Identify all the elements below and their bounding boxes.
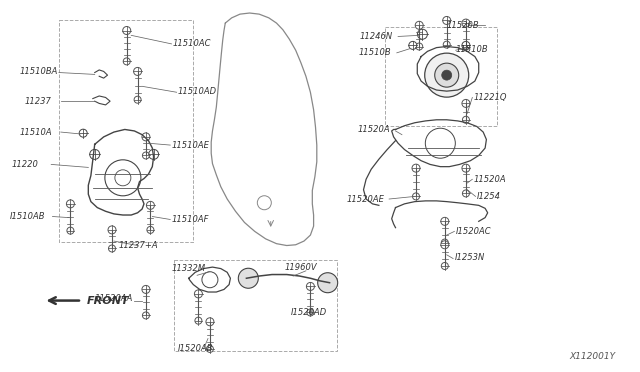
Text: 11510AF: 11510AF (172, 215, 209, 224)
Circle shape (148, 150, 159, 159)
Circle shape (134, 96, 141, 103)
Circle shape (238, 268, 259, 288)
Circle shape (67, 200, 74, 208)
Circle shape (444, 41, 450, 48)
Circle shape (90, 150, 100, 159)
Circle shape (442, 70, 452, 80)
Circle shape (442, 239, 448, 246)
Text: 11520B: 11520B (447, 21, 479, 30)
Circle shape (462, 164, 470, 172)
Circle shape (142, 285, 150, 294)
Bar (174, 260, 337, 351)
Circle shape (435, 63, 459, 87)
Text: FRONT: FRONT (86, 296, 129, 305)
Circle shape (416, 43, 422, 50)
Circle shape (462, 99, 470, 108)
Circle shape (195, 290, 202, 298)
Circle shape (442, 263, 448, 269)
Circle shape (206, 318, 214, 326)
Text: 11510BA: 11510BA (19, 67, 58, 76)
Circle shape (443, 16, 451, 25)
Circle shape (123, 26, 131, 35)
Circle shape (108, 226, 116, 234)
Circle shape (79, 129, 87, 137)
Text: 11520A: 11520A (474, 175, 506, 184)
Text: 11237+A: 11237+A (118, 241, 158, 250)
Circle shape (143, 312, 149, 319)
Bar (385, 27, 497, 126)
Circle shape (307, 309, 314, 316)
Text: 11520AE: 11520AE (347, 195, 385, 203)
Text: I1520AD: I1520AD (291, 308, 328, 317)
Circle shape (463, 116, 469, 123)
Text: 11510AD: 11510AD (178, 87, 217, 96)
Text: 11220: 11220 (12, 160, 38, 169)
Circle shape (425, 53, 468, 97)
Text: 11332M: 11332M (172, 264, 205, 273)
Bar (59, 20, 193, 242)
Circle shape (307, 282, 314, 291)
Circle shape (463, 190, 469, 197)
Text: 11520AA: 11520AA (95, 294, 133, 303)
Circle shape (134, 67, 141, 76)
Circle shape (462, 19, 470, 27)
Circle shape (462, 41, 470, 49)
Text: I1253N: I1253N (454, 253, 484, 262)
Circle shape (415, 21, 423, 29)
Circle shape (412, 164, 420, 172)
Circle shape (441, 217, 449, 225)
Text: 11221Q: 11221Q (474, 93, 507, 102)
Circle shape (147, 201, 154, 209)
Circle shape (195, 317, 202, 324)
Text: I1510AB: I1510AB (10, 212, 45, 221)
Circle shape (317, 273, 338, 293)
Circle shape (409, 41, 417, 49)
Circle shape (413, 193, 419, 200)
Text: 11960V: 11960V (285, 263, 317, 272)
Circle shape (67, 227, 74, 234)
Text: 11237: 11237 (24, 97, 51, 106)
Text: 11520A: 11520A (357, 125, 390, 134)
Text: X112001Y: X112001Y (570, 352, 616, 361)
Circle shape (143, 152, 149, 159)
Circle shape (207, 346, 213, 352)
Circle shape (109, 245, 115, 252)
Text: I1520AB: I1520AB (178, 344, 213, 353)
Circle shape (147, 227, 154, 233)
Circle shape (441, 241, 449, 249)
Text: 11510B: 11510B (456, 45, 488, 54)
Text: 11510AE: 11510AE (172, 141, 209, 150)
Text: I1520AC: I1520AC (456, 227, 492, 236)
Circle shape (417, 29, 428, 39)
Circle shape (124, 58, 130, 65)
Circle shape (142, 133, 150, 141)
Text: 11510AC: 11510AC (173, 39, 211, 48)
Text: 11246N: 11246N (360, 32, 393, 41)
Text: 11510A: 11510A (19, 128, 52, 137)
Circle shape (463, 43, 469, 50)
Text: 11510B: 11510B (358, 48, 391, 57)
Text: I1254: I1254 (477, 192, 501, 201)
